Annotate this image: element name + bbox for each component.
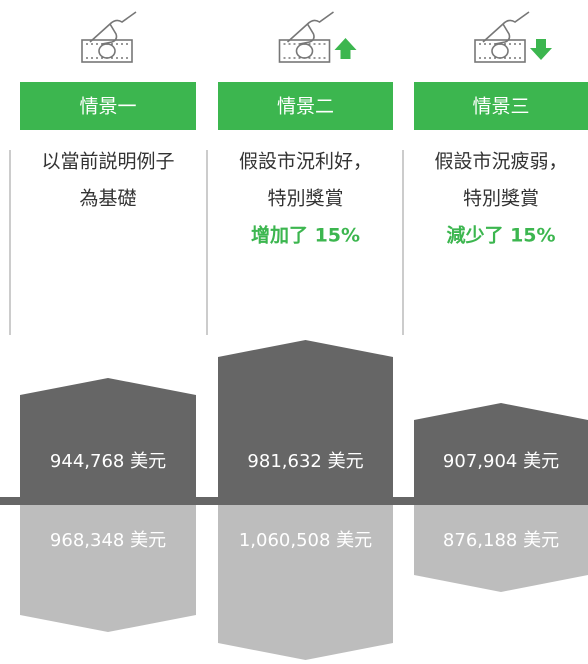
money-icon	[278, 11, 334, 63]
lower-shape	[218, 505, 393, 660]
description-line: 為基礎	[79, 188, 136, 210]
upper-value: 907,904 美元	[443, 451, 559, 472]
bill-circle	[295, 43, 314, 59]
lower-value: 876,188 美元	[443, 530, 559, 551]
upper-value: 981,632 美元	[247, 451, 363, 472]
upper-shape	[20, 378, 196, 497]
description-line: 假設市況疲弱，	[434, 151, 567, 173]
money-icon	[474, 11, 530, 63]
lower-shape	[414, 505, 588, 592]
scenario-header	[414, 82, 588, 130]
bill-dash	[479, 43, 521, 59]
bill	[474, 39, 526, 63]
description-line: 特別獎賞	[463, 188, 539, 210]
highlight: 增加了 15%	[251, 224, 360, 247]
divider-bar	[0, 497, 588, 505]
description-line: 以當前説明例子	[41, 151, 174, 173]
highlight: 減少了 15%	[446, 224, 555, 247]
scenario-title: 情景二	[277, 96, 334, 118]
upper-value: 944,768 美元	[50, 451, 166, 472]
bill	[278, 39, 331, 63]
hand	[286, 11, 334, 45]
scenario-title: 情景一	[79, 96, 136, 118]
bill-circle	[491, 43, 509, 59]
description-line: 假設市況利好，	[239, 151, 372, 173]
scenario-header	[20, 82, 196, 130]
bill-dash	[283, 43, 326, 59]
arrow-up	[334, 38, 357, 59]
hand	[482, 11, 530, 45]
lower-value: 1,060,508 美元	[239, 530, 372, 551]
money-icon	[81, 11, 137, 63]
upper-shape	[414, 403, 588, 497]
upper-shape	[218, 340, 393, 497]
arrow-down	[530, 39, 552, 60]
lower-value: 968,348 美元	[50, 530, 166, 551]
bill	[81, 39, 133, 63]
lower-shape	[20, 505, 196, 632]
scenario-title: 情景三	[472, 96, 529, 118]
bill-circle	[98, 43, 116, 59]
bill-dash	[86, 43, 128, 59]
scenario-header	[218, 82, 393, 130]
hand	[89, 11, 137, 45]
description-line: 特別獎賞	[267, 188, 343, 210]
